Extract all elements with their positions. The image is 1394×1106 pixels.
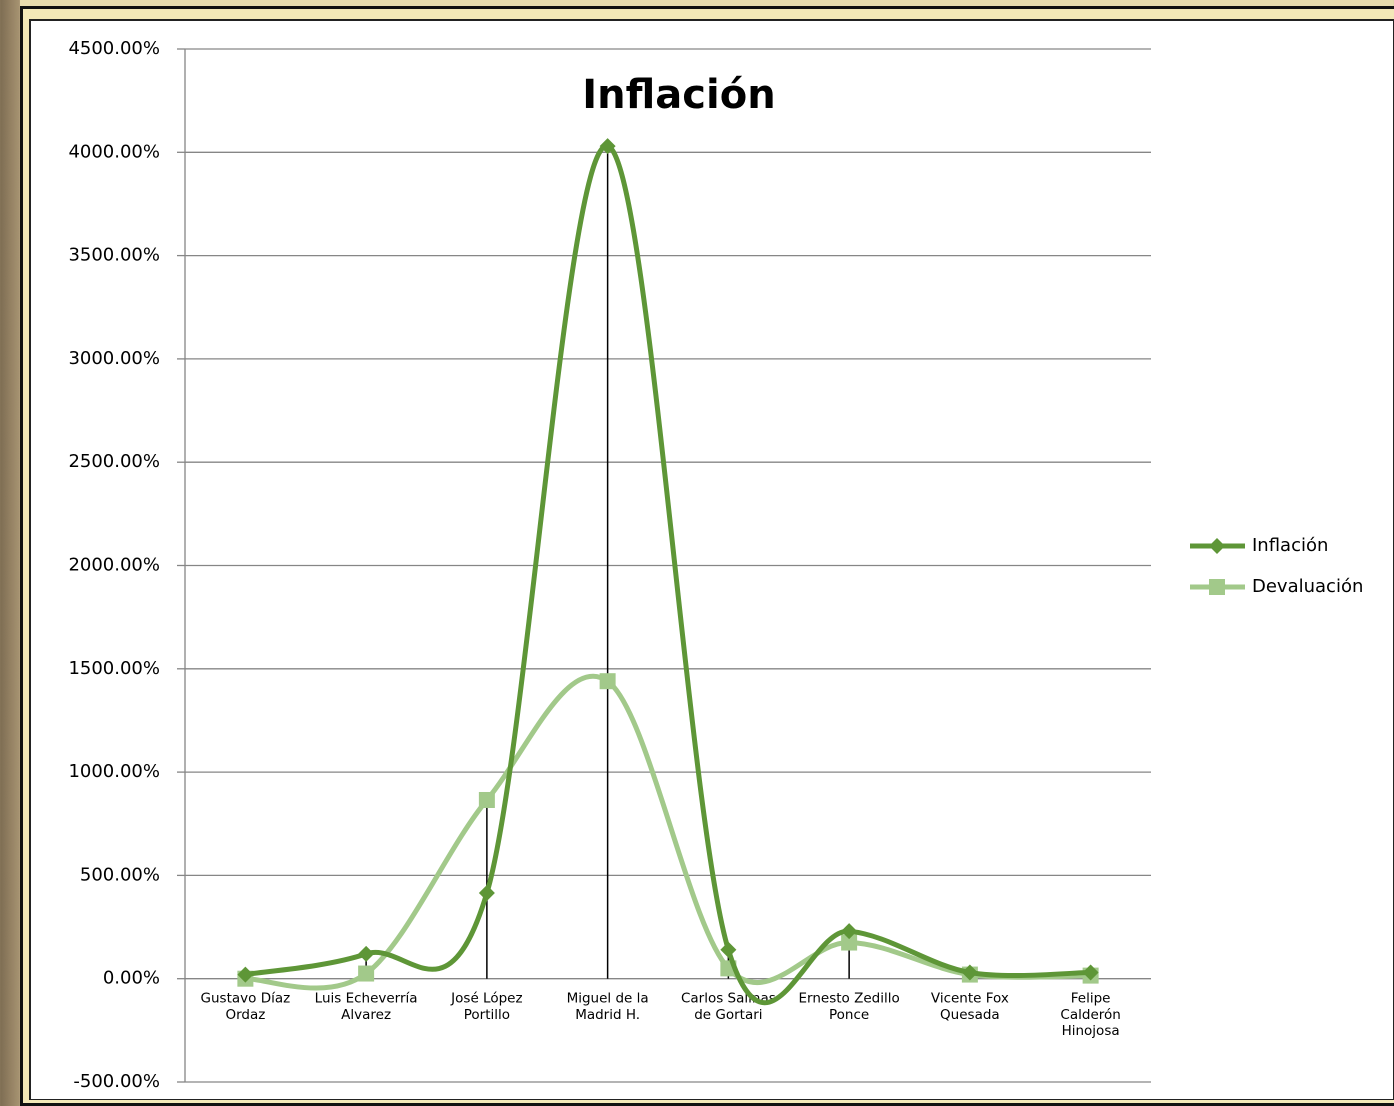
marker xyxy=(961,964,978,981)
marker xyxy=(599,138,616,155)
y-tick-label: 3000.00% xyxy=(68,348,160,369)
x-tick-label: José López Portillo xyxy=(450,991,522,1023)
legend-marker xyxy=(1209,579,1225,595)
x-tick-label: Vicente Fox Quesada xyxy=(931,991,1009,1023)
y-tick-label: 4500.00% xyxy=(68,38,160,59)
y-tick-label: 3500.00% xyxy=(68,245,160,266)
y-tick-label: 1000.00% xyxy=(68,761,160,782)
marker xyxy=(358,965,375,982)
y-tick-label: 1500.00% xyxy=(68,658,160,679)
legend-label: Inflación xyxy=(1252,535,1328,556)
chart-title: Inflación xyxy=(582,72,775,118)
y-tick-label: 4000.00% xyxy=(68,141,160,162)
y-tick-label: 500.00% xyxy=(80,864,160,885)
marker xyxy=(1082,964,1099,981)
y-tick-label: 0.00% xyxy=(103,968,160,989)
legend-label: Devaluación xyxy=(1252,576,1363,597)
chart-area xyxy=(29,19,1394,1100)
marker xyxy=(478,884,495,901)
series-line xyxy=(245,673,1091,991)
legend-marker xyxy=(1209,538,1225,554)
marker xyxy=(478,791,495,808)
marker xyxy=(358,945,375,962)
marker xyxy=(237,966,254,983)
x-tick-label: Carlos Salinas de Gortari xyxy=(681,991,776,1023)
x-tick-label: Felipe Calderón Hinojosa xyxy=(1060,991,1120,1039)
series-line xyxy=(244,143,1091,1006)
y-tick-label: 2000.00% xyxy=(68,555,160,576)
x-tick-label: Ernesto Zedillo Ponce xyxy=(799,991,900,1023)
y-tick-label: -500.00% xyxy=(73,1071,160,1092)
x-tick-label: Miguel de la Madrid H. xyxy=(567,991,649,1023)
marker xyxy=(599,673,616,690)
y-tick-label: 2500.00% xyxy=(68,451,160,472)
marker xyxy=(720,941,737,958)
marker xyxy=(841,923,858,940)
x-tick-label: Luis Echeverría Alvarez xyxy=(315,991,418,1023)
marker xyxy=(841,934,858,951)
x-tick-label: Gustavo Díaz Ordaz xyxy=(201,991,291,1023)
